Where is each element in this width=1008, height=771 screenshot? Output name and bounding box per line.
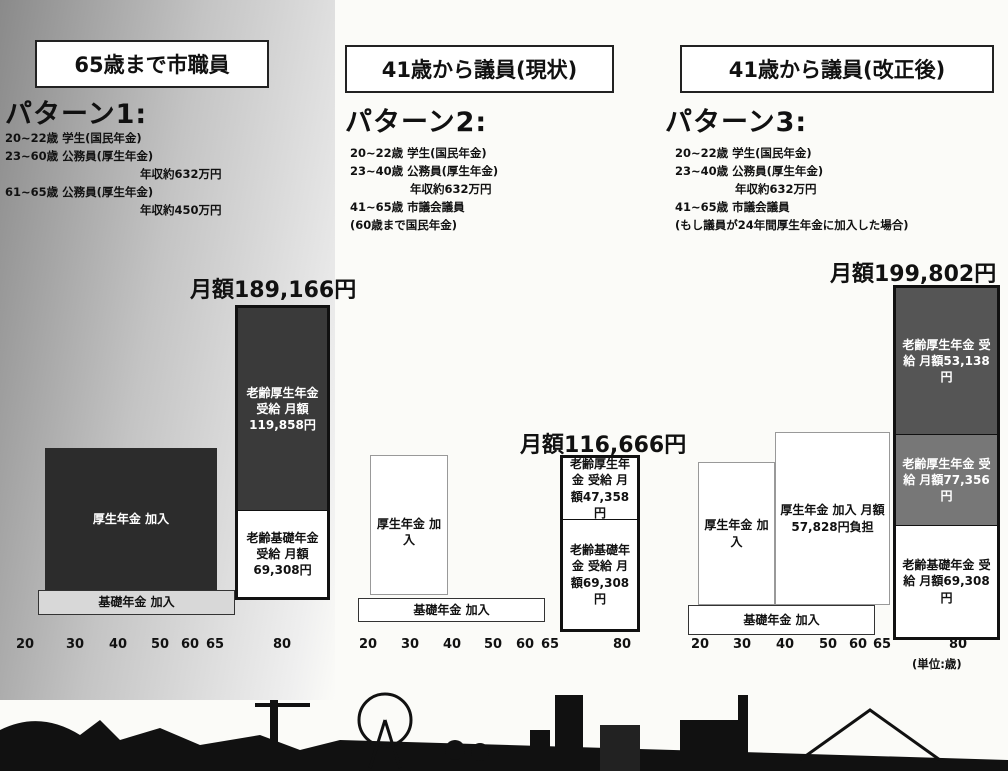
crane — [270, 700, 278, 760]
age-tick: 30 — [65, 637, 85, 652]
pattern-line: 20~22歳 学生(国民年金) — [350, 146, 487, 160]
age-tick: 20 — [15, 637, 35, 652]
panel-header: 41歳から議員(改正後) — [680, 45, 994, 93]
pattern-line: (もし議員が24年間厚生年金に加入した場合) — [675, 218, 909, 232]
ferris-wheel — [357, 692, 413, 748]
chimney — [738, 695, 748, 771]
pension-box: 老齢基礎年金 受給 月額69,308円 — [560, 520, 640, 632]
age-tick: 40 — [108, 637, 128, 652]
tree — [445, 740, 465, 760]
age-tick: 20 — [690, 637, 710, 652]
age-tick: 30 — [400, 637, 420, 652]
pension-box: 基礎年金 加入 — [688, 605, 875, 635]
ferris-leg — [383, 719, 402, 769]
pattern-line: 年収約632万円 — [410, 182, 492, 196]
pattern-line: 23~40歳 公務員(厚生年金) — [350, 164, 499, 178]
pattern-line: 年収約450万円 — [140, 203, 222, 217]
age-tick: 40 — [442, 637, 462, 652]
tree — [471, 743, 489, 761]
pattern-title: パターン2: — [345, 107, 488, 138]
pension-box: 老齢基礎年金 受給 月額69,308円 — [893, 525, 1000, 640]
pension-box: 厚生年金 加入 — [370, 455, 448, 595]
pension-box: 基礎年金 加入 — [358, 598, 545, 622]
pension-box: 厚生年金 加入 月額57,828円負担 — [775, 432, 890, 605]
ground — [0, 720, 1008, 771]
pattern-title: パターン3: — [665, 107, 808, 138]
bridge — [799, 708, 941, 762]
unit-label: (単位:歳) — [912, 657, 962, 671]
pension-box: 老齢厚生年金 受給 月額47,358円 — [560, 455, 640, 520]
pattern-line: 41~65歳 市議会議員 — [675, 200, 790, 214]
factory — [680, 720, 740, 771]
building — [555, 695, 583, 771]
monthly-total: 月額199,802円 — [830, 262, 997, 287]
age-tick: 60 — [180, 637, 200, 652]
age-tick: 50 — [818, 637, 838, 652]
pattern-line: 年収約632万円 — [140, 167, 222, 181]
pattern-line: (60歳まで国民年金) — [350, 218, 458, 232]
age-tick: 65 — [540, 637, 560, 652]
age-tick: 50 — [150, 637, 170, 652]
panel-header: 65歳まで市職員 — [35, 40, 269, 88]
age-tick: 50 — [483, 637, 503, 652]
pension-box: 厚生年金 加入 — [45, 448, 217, 590]
building — [530, 730, 550, 771]
pension-box: 基礎年金 加入 — [38, 590, 235, 615]
age-tick: 65 — [205, 637, 225, 652]
age-tick: 30 — [732, 637, 752, 652]
age-tick: 80 — [272, 637, 292, 652]
age-tick: 60 — [515, 637, 535, 652]
pattern-title: パターン1: — [5, 99, 148, 130]
pattern-line: 61~65歳 公務員(厚生年金) — [5, 185, 154, 199]
ferris-leg — [368, 719, 387, 769]
pattern-line: 20~22歳 学生(国民年金) — [675, 146, 812, 160]
skyline — [0, 692, 1008, 771]
pension-box: 老齢厚生年金 受給 月額119,858円 — [235, 305, 330, 510]
monthly-total: 月額189,166円 — [190, 278, 357, 303]
pattern-line: 20~22歳 学生(国民年金) — [5, 131, 142, 145]
pattern-line: 41~65歳 市議会議員 — [350, 200, 465, 214]
pension-box: 老齢厚生年金 受給 月額77,356円 — [893, 435, 1000, 525]
age-tick: 65 — [872, 637, 892, 652]
pension-box: 老齢厚生年金 受給 月額53,138円 — [893, 285, 1000, 435]
pattern-line: 23~40歳 公務員(厚生年金) — [675, 164, 824, 178]
pattern-line: 23~60歳 公務員(厚生年金) — [5, 149, 154, 163]
age-tick: 40 — [775, 637, 795, 652]
panel-header: 41歳から議員(現状) — [345, 45, 614, 93]
age-tick: 80 — [948, 637, 968, 652]
monthly-total: 月額116,666円 — [520, 433, 687, 458]
age-tick: 20 — [358, 637, 378, 652]
building — [600, 725, 640, 771]
age-tick: 80 — [612, 637, 632, 652]
pension-box: 厚生年金 加入 — [698, 462, 775, 605]
age-tick: 60 — [848, 637, 868, 652]
pattern-line: 年収約632万円 — [735, 182, 817, 196]
pension-box: 老齢基礎年金 受給 月額69,308円 — [235, 510, 330, 600]
